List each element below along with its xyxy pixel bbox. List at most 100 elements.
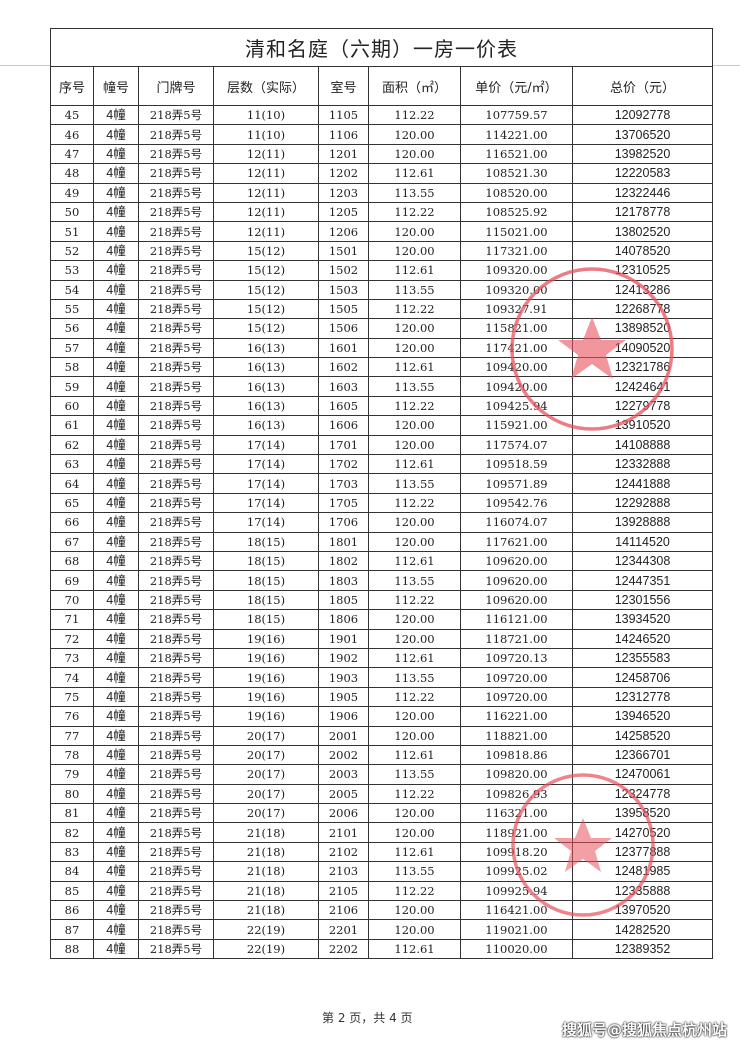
cell-unit-price: 108521.30 xyxy=(460,163,573,184)
cell-unit-price: 109918.20 xyxy=(460,841,573,863)
table-row: 81 4幢 218弄5号 20(17) 2006 120.00 116321.00 13958… xyxy=(50,803,713,824)
cell-building: 4幢 xyxy=(93,667,139,688)
table-row: 76 4幢 218弄5号 19(16) 1906 120.00 116221.00 13946… xyxy=(50,706,713,727)
page-title: 清和名庭（六期）一房一价表 xyxy=(50,28,713,67)
cell-total-price: 12310525 xyxy=(572,260,713,281)
cell-seq: 58 xyxy=(50,357,94,378)
cell-unit-price: 109542.76 xyxy=(460,492,573,514)
cell-area: 113.55 xyxy=(368,764,461,785)
cell-building: 4幢 xyxy=(93,337,139,359)
cell-floor: 21(18) xyxy=(213,822,319,843)
cell-building: 4幢 xyxy=(93,434,139,456)
table-row: 66 4幢 218弄5号 17(14) 1706 120.00 116074.07 13928… xyxy=(50,512,713,533)
cell-floor: 16(13) xyxy=(213,395,319,417)
cell-address: 218弄5号 xyxy=(138,647,214,669)
table-row: 73 4幢 218弄5号 19(16) 1902 112.61 109720.13 12355… xyxy=(50,647,713,669)
cell-seq: 72 xyxy=(50,628,94,649)
cell-seq: 63 xyxy=(50,454,94,475)
cell-unit-price: 109720.13 xyxy=(460,647,573,669)
cell-unit-price: 109620.00 xyxy=(460,550,573,572)
cell-unit-price: 115921.00 xyxy=(460,415,573,436)
cell-building: 4幢 xyxy=(93,764,139,785)
cell-unit-price: 108520.00 xyxy=(460,182,573,203)
cell-area: 112.61 xyxy=(368,744,461,766)
cell-floor: 18(15) xyxy=(213,531,319,552)
cell-seq: 68 xyxy=(50,550,94,572)
price-table: 清和名庭（六期）一房一价表 序号 幢号 门牌号 层数（实际） 室号 面积（㎡） 单价（元/㎡… xyxy=(50,28,713,960)
cell-total-price: 13802520 xyxy=(572,221,713,242)
cell-area: 120.00 xyxy=(368,919,461,940)
cell-floor: 17(14) xyxy=(213,492,319,514)
cell-area: 112.61 xyxy=(368,260,461,281)
table-row: 65 4幢 218弄5号 17(14) 1705 112.22 109542.76 12292… xyxy=(50,492,713,514)
table-row: 83 4幢 218弄5号 21(18) 2102 112.61 109918.20 12377… xyxy=(50,841,713,863)
table-row: 54 4幢 218弄5号 15(12) 1503 113.55 109320.00 12413… xyxy=(50,279,713,300)
cell-unit-price: 115821.00 xyxy=(460,318,573,339)
cell-room: 1606 xyxy=(318,415,369,436)
cell-total-price: 12220583 xyxy=(572,163,713,184)
cell-building: 4幢 xyxy=(93,512,139,533)
cell-area: 112.22 xyxy=(368,492,461,514)
cell-room: 1701 xyxy=(318,434,369,456)
cell-total-price: 12178778 xyxy=(572,201,713,223)
cell-address: 218弄5号 xyxy=(138,415,214,436)
cell-building: 4幢 xyxy=(93,473,139,494)
cell-address: 218弄5号 xyxy=(138,337,214,359)
cell-floor: 12(11) xyxy=(213,201,319,223)
table-row: 51 4幢 218弄5号 12(11) 1206 120.00 115021.00 13802… xyxy=(50,221,713,242)
cell-address: 218弄5号 xyxy=(138,240,214,262)
cell-floor: 21(18) xyxy=(213,880,319,902)
cell-room: 1605 xyxy=(318,395,369,417)
table-row: 77 4幢 218弄5号 20(17) 2001 120.00 118821.00 14258… xyxy=(50,725,713,746)
cell-address: 218弄5号 xyxy=(138,512,214,533)
cell-address: 218弄5号 xyxy=(138,744,214,766)
cell-area: 112.61 xyxy=(368,550,461,572)
cell-building: 4幢 xyxy=(93,744,139,766)
cell-building: 4幢 xyxy=(93,822,139,843)
table-row: 63 4幢 218弄5号 17(14) 1702 112.61 109518.59 12332… xyxy=(50,454,713,475)
cell-seq: 86 xyxy=(50,900,94,921)
cell-total-price: 12481985 xyxy=(572,861,713,882)
cell-unit-price: 119021.00 xyxy=(460,919,573,940)
cell-floor: 11(10) xyxy=(213,104,319,126)
cell-seq: 67 xyxy=(50,531,94,552)
header-seq: 序号 xyxy=(50,66,94,106)
cell-seq: 53 xyxy=(50,260,94,281)
cell-seq: 62 xyxy=(50,434,94,456)
cell-address: 218弄5号 xyxy=(138,395,214,417)
cell-area: 112.22 xyxy=(368,298,461,320)
cell-address: 218弄5号 xyxy=(138,667,214,688)
cell-area: 113.55 xyxy=(368,182,461,203)
cell-area: 120.00 xyxy=(368,512,461,533)
table-row: 88 4幢 218弄5号 22(19) 2202 112.61 110020.00 12389… xyxy=(50,938,713,960)
cell-building: 4幢 xyxy=(93,221,139,242)
cell-area: 120.00 xyxy=(368,900,461,921)
cell-seq: 82 xyxy=(50,822,94,843)
cell-area: 120.00 xyxy=(368,240,461,262)
cell-seq: 59 xyxy=(50,376,94,397)
cell-area: 120.00 xyxy=(368,822,461,843)
table-row: 64 4幢 218弄5号 17(14) 1703 113.55 109571.89 12441… xyxy=(50,473,713,494)
cell-total-price: 12355583 xyxy=(572,647,713,669)
cell-unit-price: 118721.00 xyxy=(460,628,573,649)
cell-total-price: 12312778 xyxy=(572,686,713,708)
cell-room: 1903 xyxy=(318,667,369,688)
cell-address: 218弄5号 xyxy=(138,861,214,882)
header-room: 室号 xyxy=(318,66,369,106)
cell-unit-price: 117621.00 xyxy=(460,531,573,552)
cell-building: 4幢 xyxy=(93,279,139,300)
cell-unit-price: 109820.00 xyxy=(460,764,573,785)
cell-total-price: 12424641 xyxy=(572,376,713,397)
cell-seq: 76 xyxy=(50,706,94,727)
table-row: 71 4幢 218弄5号 18(15) 1806 120.00 116121.00 13934… xyxy=(50,609,713,630)
cell-address: 218弄5号 xyxy=(138,764,214,785)
cell-floor: 15(12) xyxy=(213,240,319,262)
cell-building: 4幢 xyxy=(93,124,139,145)
cell-building: 4幢 xyxy=(93,454,139,475)
cell-building: 4幢 xyxy=(93,900,139,921)
cell-address: 218弄5号 xyxy=(138,570,214,591)
cell-unit-price: 116121.00 xyxy=(460,609,573,630)
cell-address: 218弄5号 xyxy=(138,298,214,320)
cell-building: 4幢 xyxy=(93,415,139,436)
cell-seq: 57 xyxy=(50,337,94,359)
